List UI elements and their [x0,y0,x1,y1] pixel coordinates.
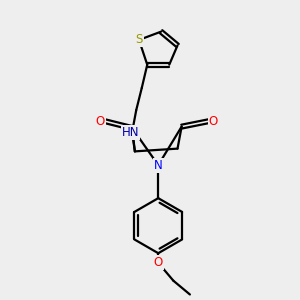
Text: HN: HN [122,126,140,139]
Text: N: N [154,159,163,172]
Text: O: O [209,115,218,128]
Text: O: O [96,115,105,128]
Text: S: S [135,33,143,46]
Text: O: O [154,256,163,269]
